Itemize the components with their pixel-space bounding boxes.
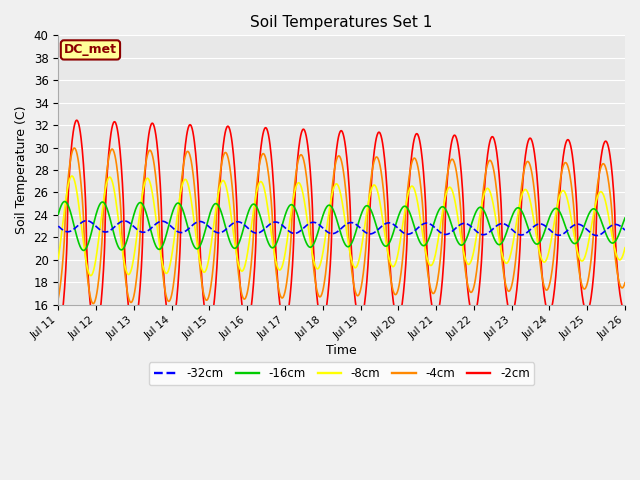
Title: Soil Temperatures Set 1: Soil Temperatures Set 1 (250, 15, 433, 30)
X-axis label: Time: Time (326, 344, 357, 357)
Y-axis label: Soil Temperature (C): Soil Temperature (C) (15, 106, 28, 234)
Legend: -32cm, -16cm, -8cm, -4cm, -2cm: -32cm, -16cm, -8cm, -4cm, -2cm (149, 362, 534, 385)
Text: DC_met: DC_met (64, 43, 117, 57)
